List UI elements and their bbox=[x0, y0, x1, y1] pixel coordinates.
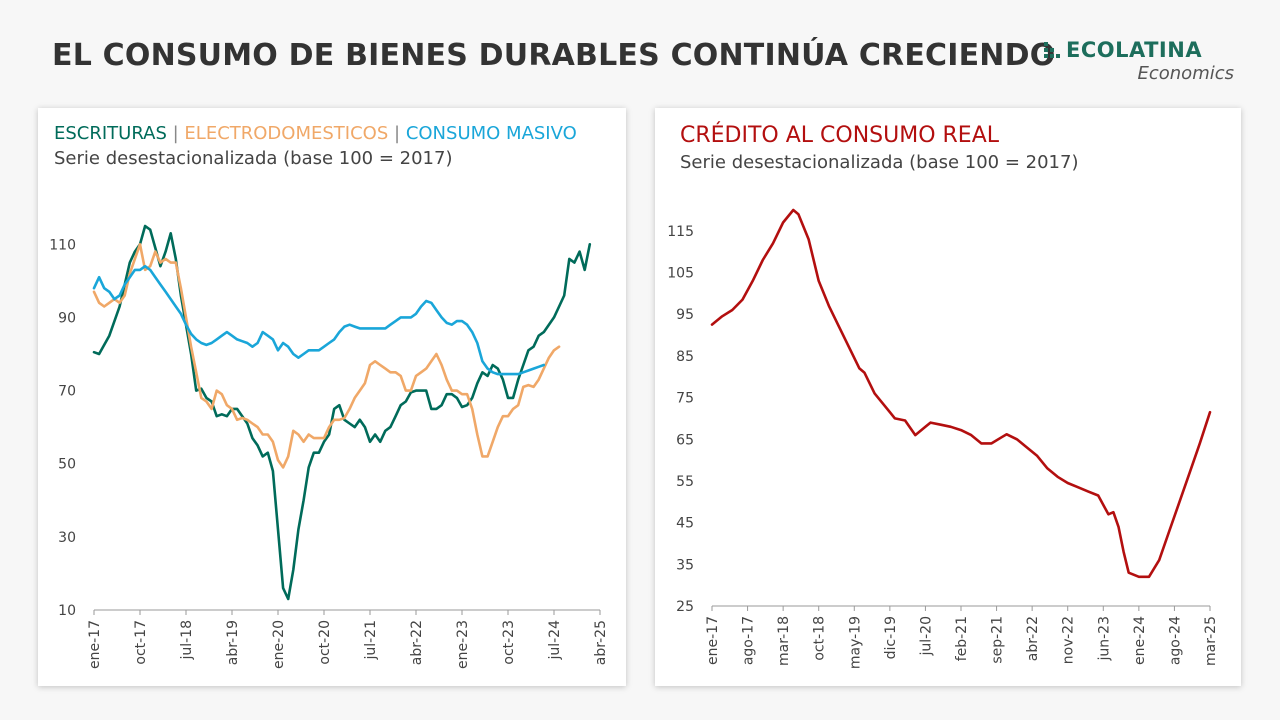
right-chart-x-tick-label: ago-17 bbox=[741, 616, 757, 665]
right-chart-y-tick-label: 65 bbox=[676, 432, 694, 448]
right-chart-x-tick-label: mar-18 bbox=[776, 616, 792, 666]
right-chart-y-tick-label: 105 bbox=[667, 266, 694, 282]
left-chart-x-tick-label: abr-22 bbox=[409, 620, 425, 665]
left-chart-y-tick-label: 50 bbox=[58, 457, 76, 473]
left-chart-x-tick-label: oct-20 bbox=[317, 620, 333, 665]
left-chart-x-tick-label: oct-23 bbox=[501, 620, 517, 665]
page-title: EL CONSUMO DE BIENES DURABLES CONTINÚA C… bbox=[52, 38, 1056, 73]
left-chart-y-tick-label: 30 bbox=[58, 530, 76, 546]
left-chart-x-tick-label: jul-24 bbox=[547, 620, 563, 661]
right-chart-x-tick-label: ene-24 bbox=[1132, 616, 1148, 665]
right-chart-title: CRÉDITO AL CONSUMO REAL bbox=[680, 123, 1000, 148]
right-chart-x-tick-label: oct-18 bbox=[812, 616, 828, 661]
right-chart-x-tick-label: sep-21 bbox=[990, 616, 1006, 664]
right-chart-x-tick-label: jul-20 bbox=[918, 616, 934, 657]
left-chart-y-tick-label: 110 bbox=[49, 237, 76, 253]
left-chart-x-tick-label: abr-25 bbox=[593, 620, 609, 665]
legend-consumo-masivo: CONSUMO MASIVO bbox=[405, 123, 577, 144]
right-chart-panel: CRÉDITO AL CONSUMO REAL Serie desestacio… bbox=[655, 108, 1241, 686]
left-chart-legend: ESCRITURAS | ELECTRODOMESTICOS | CONSUMO… bbox=[54, 123, 577, 144]
left-chart-x-tick-label: ene-23 bbox=[455, 620, 471, 669]
left-chart-x-tick-label: jul-18 bbox=[179, 620, 195, 661]
right-line-chart: 25 35 45 55 65 75 85 95 105 115 ene-17 ago-17 mar-18… bbox=[667, 208, 1219, 669]
legend-escrituras: ESCRITURAS bbox=[54, 123, 167, 144]
left-chart-y-tick-label: 10 bbox=[58, 603, 76, 619]
left-chart-series-escrituras bbox=[92, 224, 592, 601]
right-chart-x-tick-label: dic-19 bbox=[883, 616, 899, 659]
right-chart-x-tick-label: mar-25 bbox=[1203, 616, 1219, 666]
left-chart-x-tick-label: ene-17 bbox=[87, 620, 103, 669]
right-chart-subtitle: Serie desestacionalizada (base 100 = 201… bbox=[680, 152, 1079, 173]
logo-name: ECOLATINA bbox=[1066, 38, 1203, 62]
right-chart-y-tick-label: 55 bbox=[676, 474, 694, 490]
left-chart-x-tick-label: abr-19 bbox=[225, 620, 241, 665]
left-chart-panel: ESCRITURAS | ELECTRODOMESTICOS | CONSUMO… bbox=[38, 108, 626, 686]
right-chart-y-tick-label: 35 bbox=[676, 557, 694, 573]
left-chart-y-tick-label: 70 bbox=[58, 384, 76, 400]
left-chart-x-tick-label: jul-21 bbox=[363, 620, 379, 661]
right-chart-x-tick-label: jun-23 bbox=[1096, 616, 1112, 662]
left-chart-x-tick-label: ene-20 bbox=[271, 620, 287, 669]
logo-subtitle: Economics bbox=[1137, 63, 1234, 84]
left-chart-series-electrodomesticos bbox=[92, 243, 561, 469]
right-chart-series-cr-dito-al-consumo-real bbox=[710, 208, 1212, 579]
right-chart-x-tick-label: abr-22 bbox=[1025, 616, 1041, 661]
logo-grid-icon bbox=[1044, 42, 1060, 58]
left-chart-x-tick-label: oct-17 bbox=[133, 620, 149, 665]
right-chart-y-tick-label: 85 bbox=[676, 349, 694, 365]
legend-separator: | bbox=[394, 123, 401, 144]
left-chart-subtitle: Serie desestacionalizada (base 100 = 201… bbox=[54, 148, 453, 169]
right-chart-y-tick-label: 115 bbox=[667, 224, 694, 240]
right-chart-y-tick-label: 95 bbox=[676, 307, 694, 323]
left-chart-series-consumo-masivo bbox=[92, 264, 546, 376]
legend-electrodomesticos: ELECTRODOMESTICOS bbox=[184, 123, 389, 144]
right-chart-x-tick-label: ene-17 bbox=[705, 616, 721, 665]
right-chart-x-tick-label: feb-21 bbox=[954, 616, 970, 661]
ecolatina-logo: ECOLATINA Economics bbox=[1044, 38, 1234, 88]
left-line-chart: 10 30 50 70 90 110 ene-17 oct-17 jul-18 abr-19 ene… bbox=[49, 224, 609, 669]
right-chart-x-tick-label: may-19 bbox=[847, 616, 863, 669]
left-chart-y-tick-label: 90 bbox=[58, 310, 76, 326]
right-chart-y-tick-label: 45 bbox=[676, 516, 694, 532]
right-chart-x-tick-label: ago-24 bbox=[1167, 616, 1183, 665]
right-chart-y-tick-label: 25 bbox=[676, 599, 694, 615]
right-chart-y-tick-label: 75 bbox=[676, 391, 694, 407]
legend-separator: | bbox=[172, 123, 179, 144]
right-chart-x-tick-label: nov-22 bbox=[1061, 616, 1077, 664]
